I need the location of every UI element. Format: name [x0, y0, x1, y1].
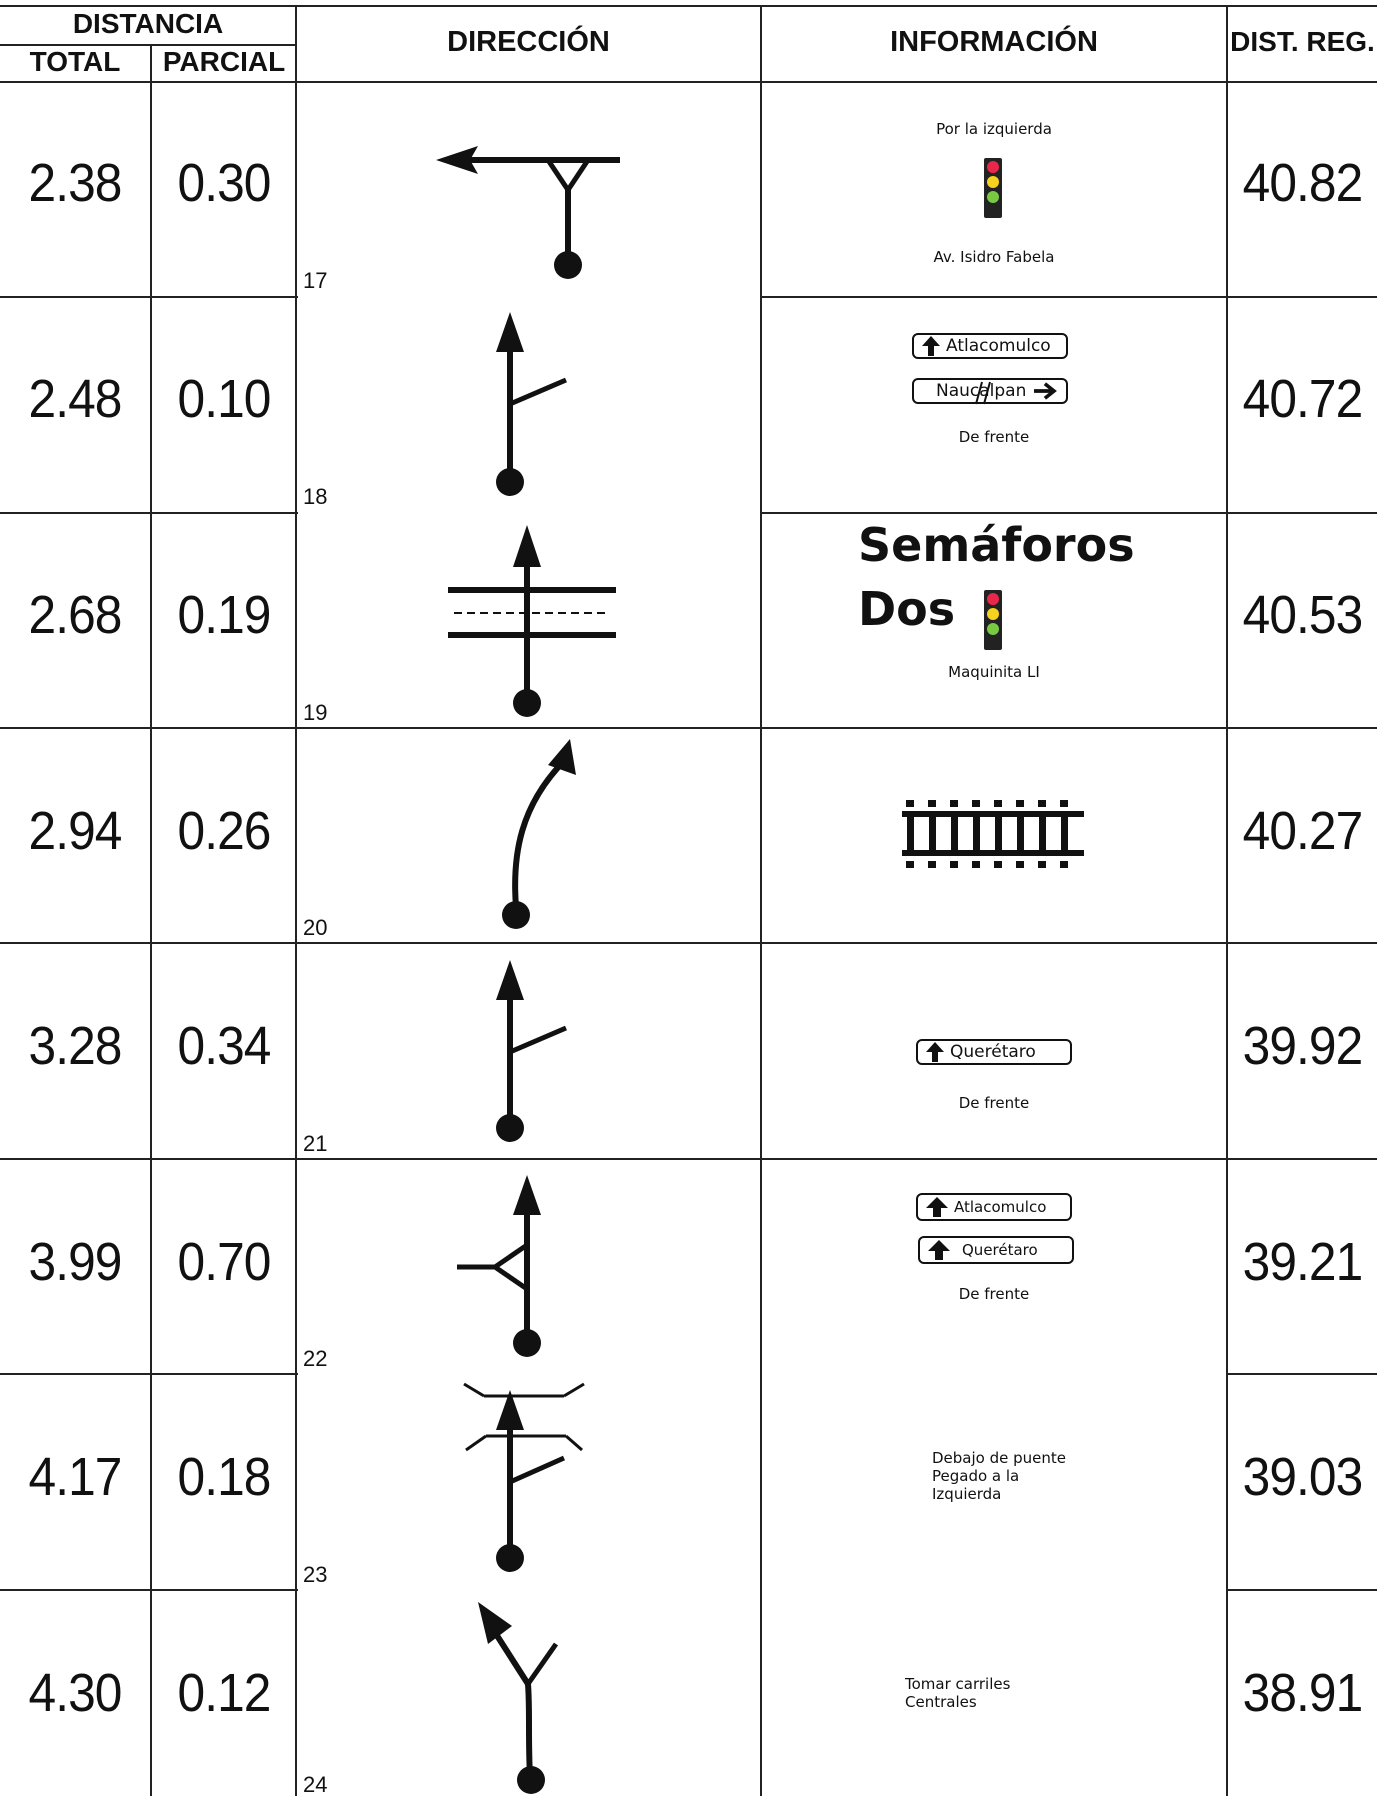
maneuver-number: 21: [303, 1131, 328, 1156]
info-text: De frente: [958, 1094, 1030, 1112]
strike-mark-icon: [975, 381, 991, 405]
curve-right-icon: [502, 739, 576, 929]
col-border: [150, 44, 152, 1796]
direction-sign: Atlacomulco: [912, 333, 1068, 359]
parcial-value: 0.70: [177, 1232, 271, 1292]
maneuver-number: 18: [303, 484, 328, 509]
left-turn-t-junction-icon: [436, 146, 620, 279]
row-divider: [0, 512, 298, 514]
traffic-light-icon: [984, 158, 1002, 218]
dist-reg-value: 38.91: [1242, 1663, 1364, 1723]
total-value: 3.99: [28, 1232, 122, 1292]
header-divider: [0, 44, 296, 46]
row-divider: [0, 727, 1377, 729]
maneuver-number: 24: [303, 1772, 328, 1797]
header-distancia: DISTANCIA: [72, 8, 224, 39]
arrow-right-icon: [1034, 382, 1058, 400]
traffic-light-icon: [984, 590, 1002, 650]
header-parcial: PARCIAL: [162, 46, 286, 77]
header-informacion: INFORMACIÓN: [890, 26, 1098, 58]
parcial-value: 0.19: [177, 585, 271, 645]
straight-with-left-branch-icon: [457, 1175, 541, 1357]
total-value: 4.30: [28, 1663, 122, 1723]
straight-under-bridge-icon: [463, 1382, 585, 1572]
row-divider: [1226, 1373, 1377, 1375]
sign-label: Atlacomulco: [954, 1198, 1047, 1216]
info-heading: Dos: [858, 582, 956, 636]
header-dist-reg: DIST. REG.: [1230, 26, 1375, 57]
maneuver-number: 22: [303, 1346, 328, 1371]
arrow-up-icon: [928, 1240, 950, 1260]
row-divider: [0, 1589, 298, 1591]
maneuver-number: 19: [303, 700, 328, 725]
row-divider: [760, 512, 1377, 514]
sign-label: Querétaro: [950, 1042, 1036, 1062]
sign-label: Atlacomulco: [946, 336, 1051, 356]
row-divider: [0, 296, 298, 298]
maneuver-number: 17: [303, 268, 328, 293]
direction-sign: Querétaro: [918, 1236, 1074, 1264]
row-divider: [760, 296, 1377, 298]
total-value: 2.68: [28, 585, 122, 645]
col-border: [295, 5, 297, 1796]
total-value: 2.48: [28, 369, 122, 429]
total-value: 4.17: [28, 1447, 122, 1507]
table-border-top: [0, 5, 1377, 7]
info-text: De frente: [958, 1285, 1030, 1303]
maneuver-number: 23: [303, 1562, 328, 1587]
direction-sign: Atlacomulco: [916, 1193, 1072, 1221]
parcial-value: 0.18: [177, 1447, 271, 1507]
col-border: [760, 5, 762, 1796]
parcial-value: 0.26: [177, 801, 271, 861]
parcial-value: 0.30: [177, 153, 271, 213]
arrow-up-icon: [926, 1197, 948, 1217]
dist-reg-value: 40.72: [1242, 369, 1364, 429]
info-text: Tomar carriles: [905, 1675, 1011, 1693]
straight-with-right-branch-icon: [496, 312, 567, 496]
total-value: 3.28: [28, 1016, 122, 1076]
row-divider: [0, 1158, 1377, 1160]
parcial-value: 0.10: [177, 369, 271, 429]
total-value: 2.38: [28, 153, 122, 213]
info-text: Por la izquierda: [936, 120, 1052, 138]
dist-reg-value: 40.53: [1242, 585, 1364, 645]
dist-reg-value: 40.27: [1242, 801, 1364, 861]
dist-reg-value: 40.82: [1242, 153, 1364, 213]
header-total: TOTAL: [29, 46, 121, 77]
direction-sign: Querétaro: [916, 1039, 1072, 1065]
info-text: Debajo de puente: [932, 1449, 1066, 1467]
sign-label: Naucalpan: [936, 381, 1027, 401]
straight-across-avenue-icon: [448, 525, 616, 717]
info-text: Pegado a la: [932, 1467, 1020, 1485]
info-text: Maquinita LI: [948, 663, 1040, 681]
maneuver-number: 20: [303, 915, 328, 940]
sign-label: Querétaro: [962, 1241, 1038, 1259]
direction-sign: Naucalpan: [912, 378, 1068, 405]
railroad-crossing-icon: [902, 800, 1084, 868]
straight-with-right-branch-icon: [496, 960, 567, 1142]
row-divider: [0, 1373, 298, 1375]
col-border: [1226, 5, 1228, 1796]
total-value: 2.94: [28, 801, 122, 861]
info-text: Centrales: [905, 1693, 977, 1711]
parcial-value: 0.34: [177, 1016, 271, 1076]
arrow-up-icon: [926, 1042, 944, 1062]
info-text: Av. Isidro Fabela: [933, 248, 1055, 266]
info-heading: Semáforos: [858, 518, 1135, 572]
header-bottom: [0, 81, 1377, 83]
parcial-value: 0.12: [177, 1663, 271, 1723]
info-text: De frente: [958, 428, 1030, 446]
info-text: Izquierda: [932, 1485, 1002, 1503]
row-divider: [0, 942, 1377, 944]
row-divider: [1226, 1589, 1377, 1591]
header-direccion: DIRECCIÓN: [447, 26, 610, 58]
keep-left-fork-icon: [478, 1602, 559, 1794]
dist-reg-value: 39.21: [1242, 1232, 1364, 1292]
dist-reg-value: 39.92: [1242, 1016, 1364, 1076]
arrow-up-icon: [922, 336, 940, 356]
dist-reg-value: 39.03: [1242, 1447, 1364, 1507]
